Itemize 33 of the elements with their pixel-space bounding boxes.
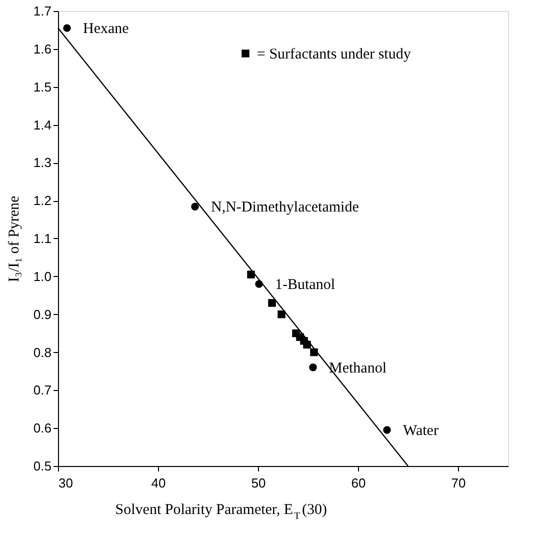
y-tick-label: 1.7 bbox=[33, 4, 52, 18]
annotation: N,N-Dimethylacetamide bbox=[211, 200, 360, 216]
y-tick-label: 0.5 bbox=[33, 458, 52, 474]
y-axis-title: I₃/I₁ of Pyrene bbox=[6, 196, 22, 282]
y-tick-label: 0.7 bbox=[33, 382, 52, 398]
point bbox=[63, 24, 71, 32]
point bbox=[278, 310, 286, 318]
point bbox=[268, 299, 276, 307]
y-tick-label: 1.1 bbox=[33, 231, 52, 246]
y-tick-label: 0.8 bbox=[33, 344, 52, 360]
x-tick-label: 50 bbox=[251, 476, 266, 490]
x-tick-label: 40 bbox=[151, 476, 166, 490]
annotation: Hexane bbox=[83, 21, 130, 38]
x-tick-label: 30 bbox=[58, 476, 73, 490]
legend-label: = Surfactants under study bbox=[257, 46, 412, 62]
annotation: Water bbox=[403, 422, 438, 439]
y-tick-label: 1.2 bbox=[33, 193, 52, 208]
x-tick-label: 60 bbox=[351, 476, 366, 490]
point bbox=[303, 340, 311, 349]
point bbox=[309, 364, 317, 372]
y-tick-label: 1.3 bbox=[33, 155, 52, 170]
x-tick-label: 70 bbox=[451, 476, 466, 490]
y-tick-label: 0.9 bbox=[33, 306, 52, 322]
y-tick-label: 0.6 bbox=[33, 420, 52, 436]
point bbox=[247, 270, 255, 278]
point bbox=[191, 202, 199, 211]
annotation: Methanol bbox=[329, 360, 386, 376]
annotation: 1-Butanol bbox=[275, 277, 335, 293]
point bbox=[383, 426, 391, 434]
y-tick-label: 1.0 bbox=[33, 268, 52, 284]
y-tick-label: 1.6 bbox=[33, 41, 52, 56]
y-tick-label: 1.5 bbox=[33, 79, 52, 94]
y-tick-label: 1.4 bbox=[33, 117, 52, 132]
